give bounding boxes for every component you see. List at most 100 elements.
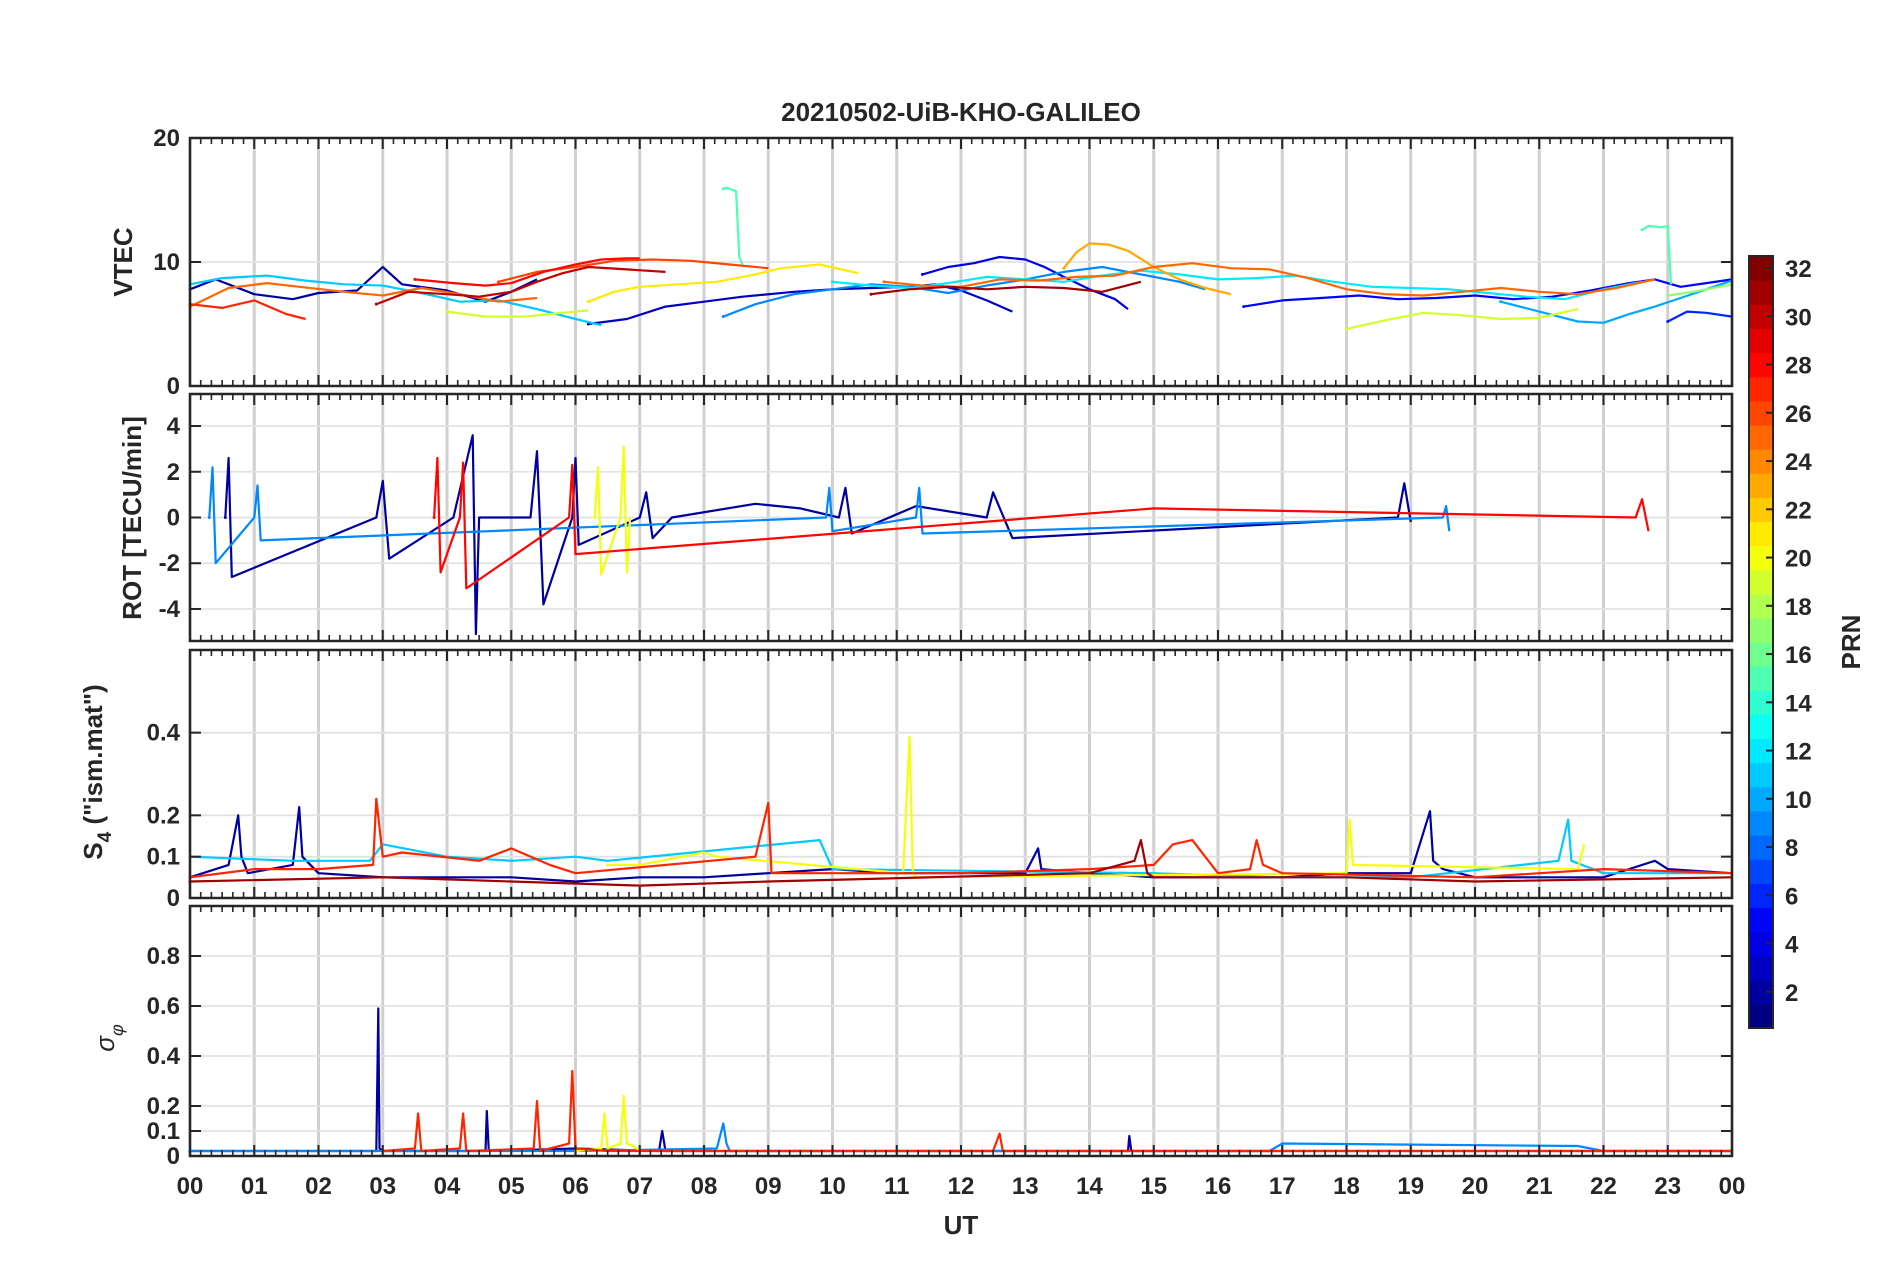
vtec-series-point	[882, 280, 886, 284]
vtec-series-prn-15	[722, 186, 744, 265]
sigma_phi-ytick-label: 0.4	[147, 1043, 181, 1070]
vtec-series-point	[920, 272, 924, 276]
sigma-phi-ylabel: σφ	[90, 1024, 127, 1052]
vtec-ytick-label: 20	[153, 125, 180, 152]
x-tick-label: 14	[1076, 1173, 1103, 1200]
colorbar-tick-label: 8	[1785, 835, 1798, 862]
x-tick-label: 16	[1205, 1173, 1232, 1200]
colorbar-tick-label: 24	[1785, 449, 1812, 476]
vtec-series-prn-27	[189, 299, 306, 321]
x-tick-label: 21	[1526, 1173, 1553, 1200]
s4-series-prn-31	[189, 838, 1733, 887]
rot-series-prn-28	[433, 456, 1650, 590]
x-axis-label: UT	[944, 1210, 979, 1240]
vtec-ylabel: VTEC	[108, 227, 138, 297]
vtec-series-point	[1242, 305, 1246, 309]
x-tick-label: 09	[755, 1173, 782, 1200]
s4-ytick-label: 0.4	[147, 720, 181, 747]
x-tick-label: 04	[434, 1173, 461, 1200]
s4-ytick-label: 0	[167, 885, 180, 912]
sigma_phi-series-prn-2	[190, 1007, 1732, 1153]
rot-ylabel: ROT [TECU/min]	[117, 416, 147, 620]
rot-ytick-label: 0	[167, 505, 180, 532]
vtec-series-prn-31	[870, 280, 1142, 296]
colorbar-tick-label: 32	[1785, 256, 1812, 283]
colorbar-tick-label: 14	[1785, 690, 1812, 717]
sigma_phi-series-prn-20	[575, 1094, 641, 1153]
sigma_phi-series-prn-27	[382, 1069, 1732, 1153]
colorbar-swatch	[1749, 859, 1773, 884]
x-tick-label: 23	[1654, 1173, 1681, 1200]
x-tick-label: 07	[626, 1173, 653, 1200]
x-tick-label: 10	[819, 1173, 846, 1200]
rot-series-point	[432, 516, 436, 519]
vtec-traces	[188, 186, 1733, 331]
colorbar-swatch	[1749, 617, 1773, 643]
panel-s4: 0 0.1 0.2 0.4 S4 ("ism.mat")	[78, 648, 1734, 912]
vtec-series-prn-21	[588, 263, 859, 303]
rot-series-prn-2	[224, 434, 1412, 636]
colorbar-swatch	[1749, 714, 1773, 740]
x-tick-label: 15	[1140, 1173, 1167, 1200]
vtec-series-point	[445, 310, 449, 314]
x-tick-label: 05	[498, 1173, 525, 1200]
vtec-series-prn-25	[189, 282, 538, 308]
colorbar-tick-label: 26	[1785, 401, 1812, 428]
s4-series-point	[606, 863, 610, 867]
colorbar-swatch	[1749, 328, 1773, 354]
vtec-series-point	[721, 315, 725, 319]
colorbar-tick-label: 10	[1785, 787, 1812, 814]
x-tick-label: 20	[1462, 1173, 1489, 1200]
vtec-series-prn-11	[189, 274, 602, 327]
vtec-series-prn-12	[832, 269, 1643, 301]
vtec-series-point	[721, 187, 725, 191]
s4-ylabel-tail: ("ism.mat")	[78, 684, 108, 831]
x-tick-label: 02	[305, 1173, 332, 1200]
vtec-series-prn-5	[1243, 278, 1733, 308]
vtec-series-point	[831, 280, 834, 284]
panel-rot: -4 -2 0 2 4 ROT [TECU/min]	[117, 392, 1734, 643]
s4-ylabel: S4 ("ism.mat")	[78, 684, 116, 859]
x-tick-label: 18	[1333, 1173, 1360, 1200]
x-tick-label: 03	[369, 1173, 396, 1200]
x-tick-label: 00	[177, 1173, 204, 1200]
colorbar-tick-label: 6	[1785, 883, 1798, 910]
x-tick-label: 22	[1590, 1173, 1617, 1200]
x-tick-label: 06	[562, 1173, 589, 1200]
colorbar-tick-label: 18	[1785, 594, 1812, 621]
colorbar-swatch	[1749, 907, 1773, 933]
sigma_phi-ytick-label: 0.6	[147, 993, 180, 1020]
s4-traces	[188, 735, 1733, 887]
rot-series-prn-20	[593, 445, 632, 576]
vtec-series-prn-15	[1641, 224, 1673, 285]
x-tick-label: 01	[241, 1173, 268, 1200]
s4-series-prn-20	[607, 735, 1586, 879]
vtec-series-prn-17	[1667, 283, 1733, 297]
rot-ytick-label: 4	[167, 413, 181, 440]
vtec-series-point	[413, 277, 417, 281]
x-tick-label: 11	[884, 1173, 909, 1200]
colorbar-swatch	[1749, 376, 1773, 402]
rot-ytick-label: 2	[167, 459, 180, 486]
colorbar-swatch	[1749, 569, 1773, 595]
vtec-series-prn-19	[1346, 308, 1579, 331]
rot-traces	[207, 434, 1650, 636]
rot-series-point	[207, 516, 211, 519]
colorbar-tick-label: 28	[1785, 353, 1812, 380]
rot-ytick-label: -2	[159, 550, 180, 577]
vtec-series-prn-23	[1062, 242, 1232, 296]
colorbar-tick-label: 4	[1785, 932, 1799, 959]
colorbar-swatch	[1749, 521, 1773, 547]
colorbar-tick-label: 22	[1785, 497, 1812, 524]
colorbar-swatch	[1749, 666, 1773, 691]
vtec-series-prn-25	[883, 262, 1656, 297]
s4-ytick-label: 0.1	[147, 844, 180, 871]
x-tick-label: 17	[1269, 1173, 1296, 1200]
rot-series-prn-9	[208, 466, 1451, 565]
x-tick-label: 08	[691, 1173, 718, 1200]
sigma_phi-ytick-label: 0	[167, 1143, 180, 1170]
vtec-ytick-label: 10	[153, 249, 180, 276]
colorbar-tick-label: 20	[1785, 546, 1812, 573]
sigma-phi-ylabel-sub: φ	[107, 1024, 127, 1036]
